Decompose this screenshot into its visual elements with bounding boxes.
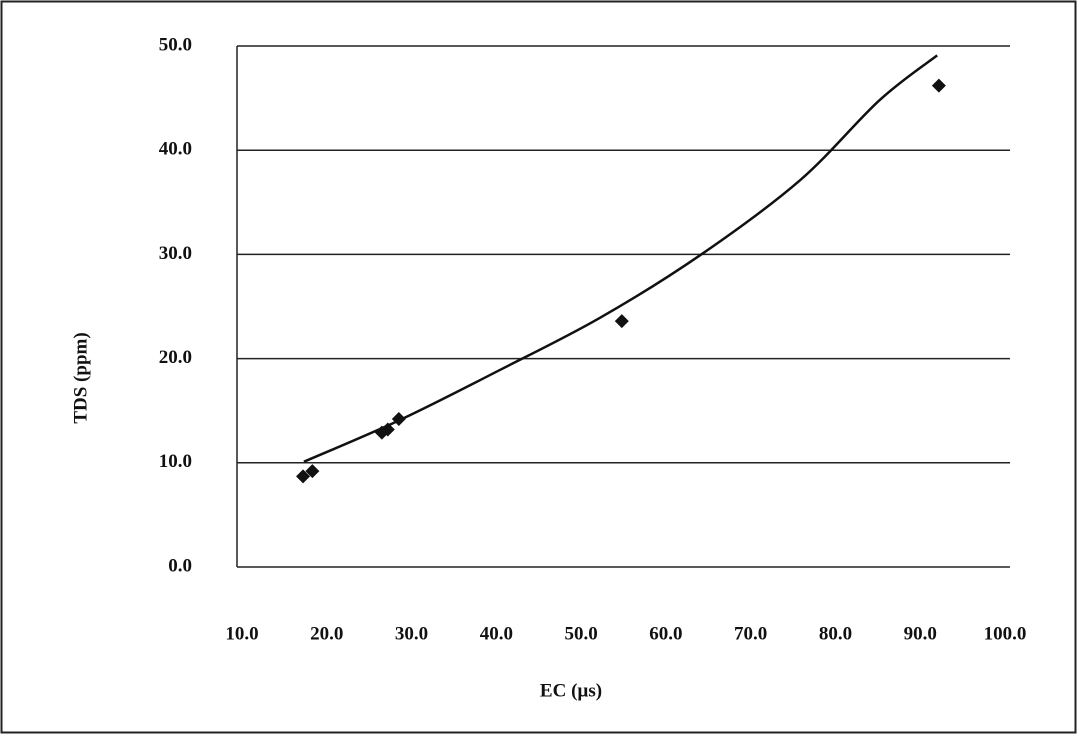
x-tick-label: 80.0 [819, 623, 852, 644]
x-tick-label: 60.0 [649, 623, 682, 644]
y-tick-label: 0.0 [168, 555, 192, 576]
data-point [614, 314, 629, 329]
y-axis-title: TDS (ppm) [70, 332, 91, 423]
x-tick-label: 20.0 [310, 623, 343, 644]
data-point [296, 469, 311, 484]
data-point [931, 78, 946, 93]
x-tick-label: 100.0 [984, 623, 1027, 644]
y-tick-label: 20.0 [159, 347, 192, 368]
x-tick-label: 90.0 [904, 623, 937, 644]
x-tick-label: 30.0 [395, 623, 428, 644]
y-tick-label: 40.0 [159, 139, 192, 160]
x-tick-label: 50.0 [564, 623, 597, 644]
x-tick-label: 10.0 [225, 623, 258, 644]
data-point [305, 464, 320, 479]
trend-line [303, 54, 938, 463]
y-tick-label: 10.0 [159, 451, 192, 472]
x-tick-label: 70.0 [734, 623, 767, 644]
y-tick-label: 50.0 [159, 34, 192, 55]
x-tick-label: 40.0 [480, 623, 513, 644]
y-tick-label: 30.0 [159, 243, 192, 264]
x-axis-title: EC (µs) [540, 680, 602, 701]
